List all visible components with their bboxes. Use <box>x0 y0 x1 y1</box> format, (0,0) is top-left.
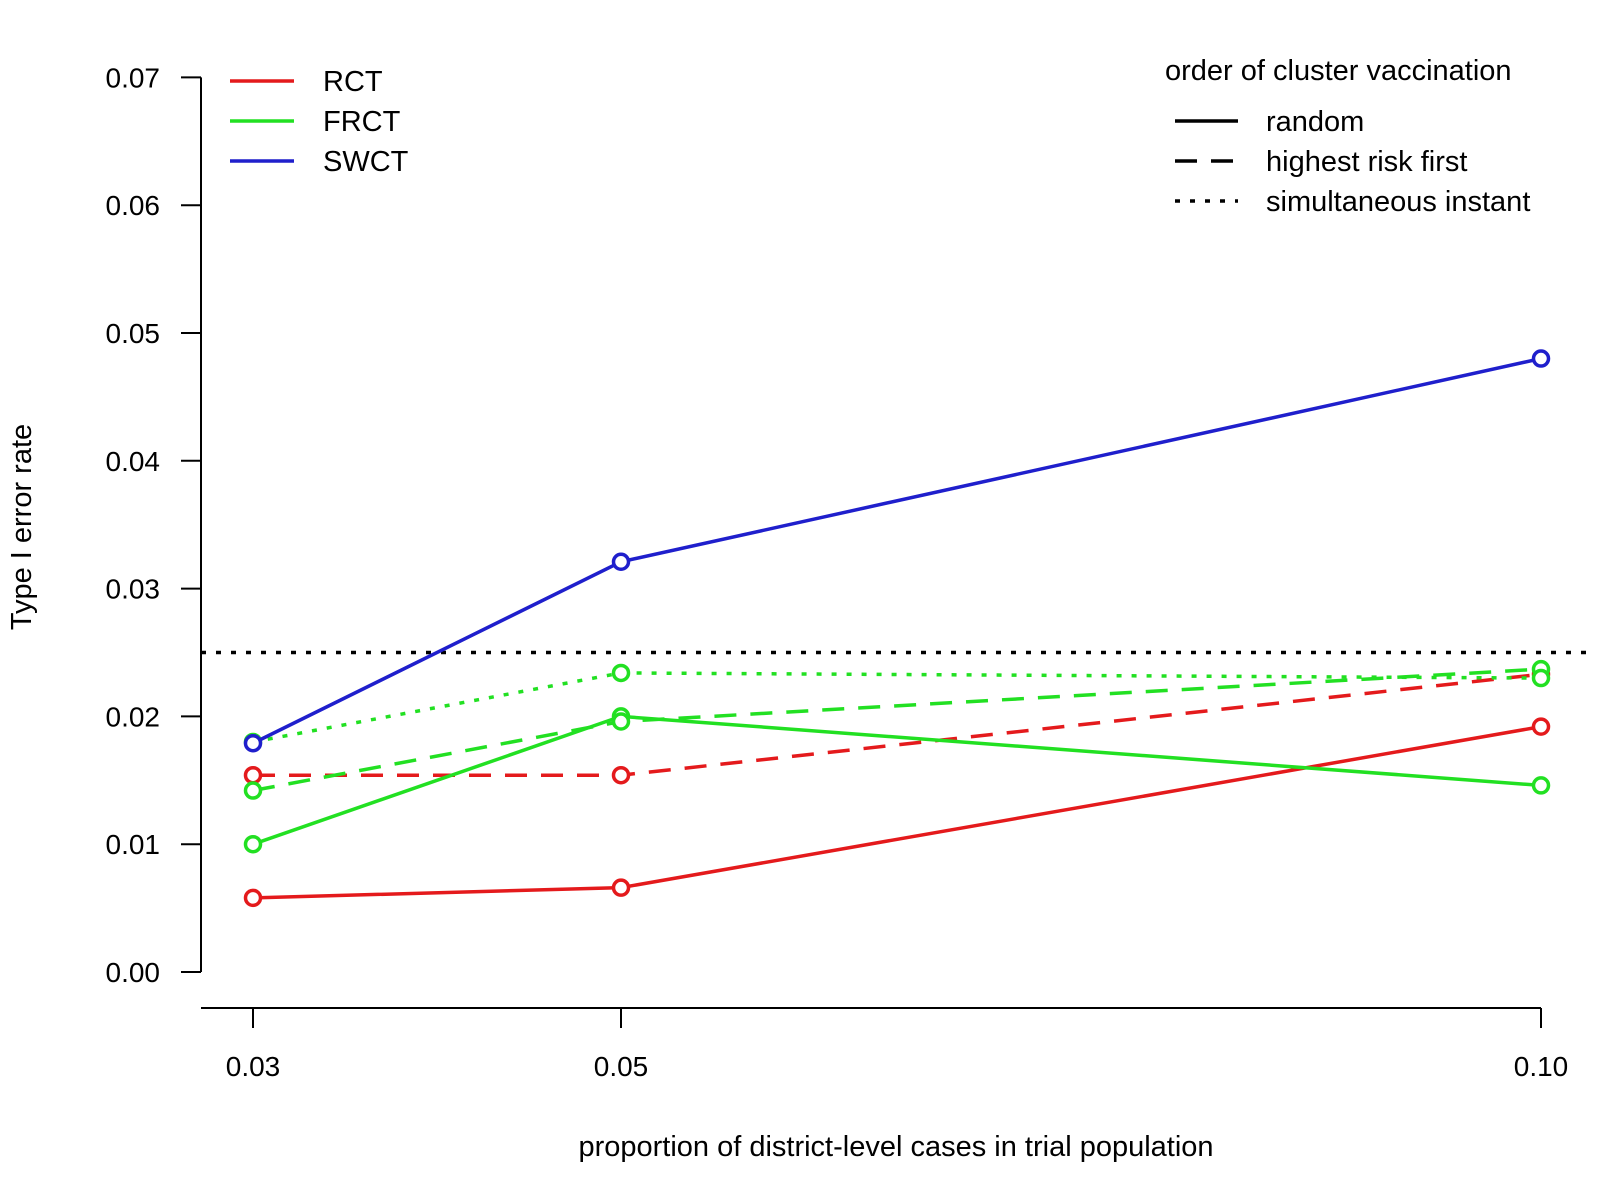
series-line-frct-random <box>252 714 1542 846</box>
y-tick-label: 0.01 <box>106 829 161 860</box>
y-axis-title: Type I error rate <box>6 424 38 630</box>
series-line-rct-random <box>252 724 1542 900</box>
x-tick-label: 0.03 <box>226 1051 281 1082</box>
y-tick-label: 0.06 <box>106 190 161 221</box>
data-point-rct-random <box>243 888 263 908</box>
x-axis-title: proportion of district-level cases in tr… <box>578 1131 1213 1163</box>
y-tick-label: 0.07 <box>106 62 161 93</box>
x-tick-label: 0.05 <box>594 1051 649 1082</box>
data-point-frct-simultaneous-instant <box>1531 668 1551 688</box>
legend-order-title: order of cluster vaccination <box>1165 55 1512 87</box>
series-line-frct-simultaneous-instant <box>252 671 1542 744</box>
legend-label-rct: RCT <box>323 66 383 98</box>
data-point-frct-random <box>1531 776 1551 795</box>
legend-label-swct: SWCT <box>323 146 409 178</box>
legend-label-highest-risk-first: highest risk first <box>1266 146 1467 178</box>
legend-label-random: random <box>1266 106 1364 138</box>
data-point-frct-highest-risk-first <box>243 781 263 800</box>
x-tick-label: 0.10 <box>1514 1051 1569 1082</box>
series-line-swct-random <box>252 356 1542 745</box>
data-point-frct-simultaneous-instant <box>611 663 631 683</box>
legend-design: RCT FRCT SWCT <box>230 66 409 178</box>
legend-label-frct: FRCT <box>323 106 401 138</box>
data-point-frct-random <box>243 834 263 854</box>
legend-order: order of cluster vaccination random highes… <box>1165 55 1530 218</box>
data-point-rct-highest-risk-first <box>243 765 263 785</box>
x-axis: 0.03 0.05 0.10 <box>201 1007 1569 1082</box>
series-group <box>243 349 1551 908</box>
data-point-swct-random <box>611 552 631 572</box>
data-point-swct-random <box>1531 349 1551 368</box>
y-tick-label: 0.00 <box>106 957 161 988</box>
legend-label-simultaneous-instant: simultaneous instant <box>1266 186 1530 218</box>
data-point-frct-highest-risk-first <box>611 712 631 731</box>
y-tick-label: 0.04 <box>106 446 161 477</box>
data-point-rct-highest-risk-first <box>611 765 631 785</box>
y-tick-label: 0.05 <box>106 318 161 349</box>
y-tick-label: 0.02 <box>106 701 161 732</box>
y-axis: 0.00 0.01 0.02 0.03 0.04 0.05 0.06 0.07 <box>106 62 202 988</box>
data-point-rct-random <box>611 878 631 897</box>
y-tick-label: 0.03 <box>106 574 161 605</box>
data-point-rct-random <box>1531 717 1551 736</box>
data-point-swct-random <box>243 733 263 753</box>
